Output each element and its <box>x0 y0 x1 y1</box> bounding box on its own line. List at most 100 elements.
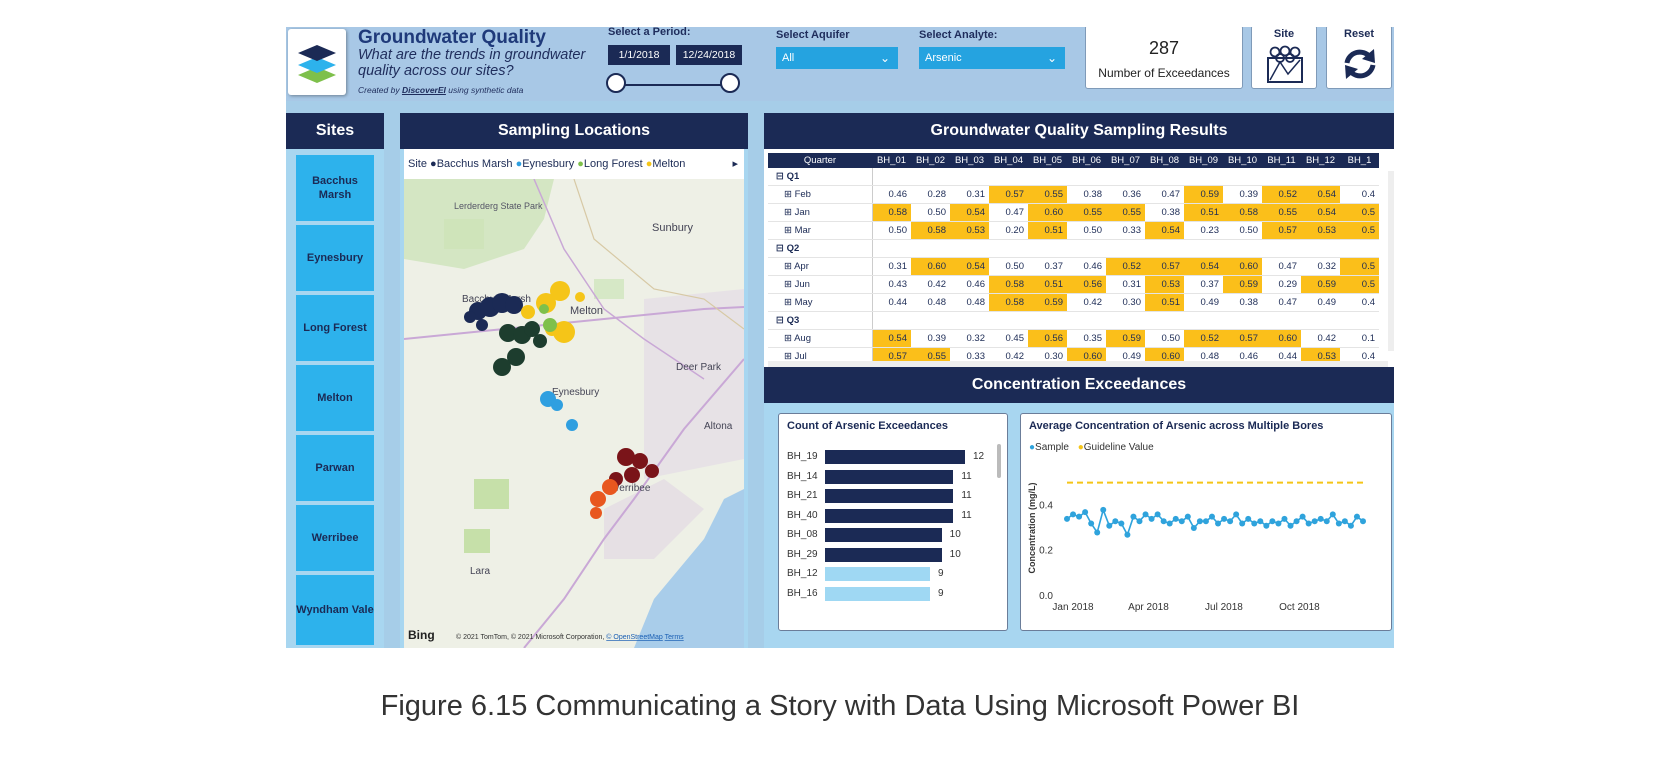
site-button-melton[interactable]: Melton <box>296 365 374 431</box>
line-chart-plot[interactable]: Concentration (mg/L) 0.0 0.2 0.4 Jan 2018 Apr… <box>1021 454 1389 628</box>
month-row[interactable]: ⊞ Mar 0.50 0.58 0.53 0.20 0.51 0.50 0.33 0.54 0.2… <box>768 221 1379 240</box>
period-start-input[interactable]: 1/1/2018 <box>608 45 670 65</box>
row-label[interactable]: ⊞ May <box>768 293 873 312</box>
period-slider-start-handle[interactable] <box>606 73 626 93</box>
terms-link[interactable]: Terms <box>665 634 685 641</box>
bar[interactable] <box>825 489 954 503</box>
site-button-werribee[interactable]: Werribee <box>296 505 374 571</box>
openstreetmap-link[interactable]: © OpenStreetMap <box>606 633 663 641</box>
row-label[interactable]: ⊟ Q3 <box>768 311 873 330</box>
column-header[interactable]: BH_07 <box>1106 153 1145 168</box>
value-cell: 0.4 <box>1340 347 1379 361</box>
bar[interactable] <box>825 567 930 581</box>
column-header[interactable]: BH_10 <box>1223 153 1262 168</box>
bar[interactable] <box>825 547 942 562</box>
reset-button[interactable]: Reset <box>1326 27 1392 89</box>
site-map-icon <box>1267 45 1303 83</box>
value-cell <box>1340 311 1379 330</box>
legend-bacchus-marsh: Bacchus Marsh <box>436 158 513 170</box>
column-header[interactable]: BH_09 <box>1184 153 1223 168</box>
value-cell: 0.35 <box>1067 329 1106 348</box>
bar-chart-scrollbar[interactable] <box>997 444 1001 478</box>
credit-prefix: Created by <box>358 85 402 95</box>
bar-value-label: 12 <box>973 451 985 462</box>
month-row[interactable]: ⊞ Feb 0.46 0.28 0.31 0.57 0.55 0.38 0.36 0.47 0.5… <box>768 185 1379 204</box>
site-button-eynesbury[interactable]: Eynesbury <box>296 225 374 291</box>
sample-point <box>1064 515 1070 522</box>
row-label[interactable]: ⊞ Jun <box>768 275 873 294</box>
month-row[interactable]: ⊞ Jul 0.57 0.55 0.33 0.42 0.30 0.60 0.49 0.60 0.4… <box>768 347 1379 361</box>
table-corner-header[interactable]: Quarter <box>768 153 872 168</box>
column-header[interactable]: BH_12 <box>1301 153 1340 168</box>
period-slider-end-handle[interactable] <box>720 73 740 93</box>
row-label[interactable]: ⊞ Aug <box>768 329 873 348</box>
bar[interactable] <box>825 450 965 464</box>
quarter-group-row[interactable]: ⊟ Q2 <box>768 239 1379 258</box>
bar[interactable] <box>825 508 954 523</box>
table-vertical-scrollbar[interactable] <box>1388 171 1394 351</box>
value-cell: 0.54 <box>1184 257 1223 276</box>
period-end-input[interactable]: 12/24/2018 <box>676 45 742 65</box>
site-button-wyndham-vale[interactable]: Wyndham Vale <box>296 575 374 645</box>
value-cell: 0.46 <box>1223 347 1262 361</box>
quarter-group-row[interactable]: ⊟ Q3 <box>768 311 1379 330</box>
value-cell: 0.20 <box>989 221 1028 240</box>
value-cell <box>1028 168 1067 186</box>
bar-category-label: BH_29 <box>787 548 818 560</box>
site-button[interactable]: Site <box>1251 27 1317 89</box>
layers-logo-icon <box>288 29 346 95</box>
month-row[interactable]: ⊞ Jan 0.58 0.50 0.54 0.47 0.60 0.55 0.55 0.38 0.5… <box>768 203 1379 222</box>
column-header[interactable]: BH_11 <box>1262 153 1301 168</box>
month-row[interactable]: ⊞ May 0.44 0.48 0.48 0.58 0.59 0.42 0.30 0.51 0.4… <box>768 293 1379 312</box>
column-header[interactable]: BH_1 <box>1340 153 1379 168</box>
bar-category-label: BH_14 <box>787 470 818 482</box>
row-label[interactable]: ⊞ Jan <box>768 203 873 222</box>
bar[interactable] <box>825 469 954 484</box>
column-header[interactable]: BH_03 <box>950 153 989 168</box>
quarter-group-row[interactable]: ⊟ Q1 <box>768 168 1379 186</box>
map-markers[interactable] <box>464 281 659 519</box>
row-label[interactable]: ⊟ Q2 <box>768 239 873 258</box>
row-label[interactable]: ⊞ Apr <box>768 257 873 276</box>
table-horizontal-scrollbar[interactable] <box>768 361 1388 367</box>
month-row[interactable]: ⊞ Aug 0.54 0.39 0.32 0.45 0.56 0.35 0.59 0.50 0.5… <box>768 329 1379 348</box>
credit-brand-link[interactable]: DiscoverEI <box>401 85 446 95</box>
column-header[interactable]: BH_06 <box>1067 153 1106 168</box>
sample-point <box>1257 518 1264 525</box>
results-table-panel: Quarter BH_01 BH_02 BH_03 BH_04 BH_05 BH_06 BH_… <box>764 149 1394 369</box>
column-header[interactable]: BH_02 <box>911 153 950 168</box>
column-header[interactable]: BH_05 <box>1028 153 1067 168</box>
value-cell: 0.60 <box>1145 347 1184 361</box>
results-table-viewport[interactable]: Quarter BH_01 BH_02 BH_03 BH_04 BH_05 BH_06 BH_… <box>768 153 1392 361</box>
column-header[interactable]: BH_04 <box>989 153 1028 168</box>
legend-next-arrow-icon[interactable]: ▸ <box>732 158 738 170</box>
bar-value-label: 10 <box>949 529 961 540</box>
row-label[interactable]: ⊟ Q1 <box>768 168 873 186</box>
period-slider-track[interactable] <box>608 84 724 86</box>
map-panel: Site ●Bacchus Marsh ●Eynesbury ●Long For… <box>400 149 748 648</box>
chevron-down-icon: ⌄ <box>1046 51 1057 65</box>
site-button-parwan[interactable]: Parwan <box>296 435 374 501</box>
value-cell: 0.55 <box>1262 203 1301 222</box>
bar[interactable] <box>825 586 930 601</box>
sampling-map[interactable]: Lerderderg State Park Sunbury Melton Dee… <box>404 179 744 648</box>
row-label[interactable]: ⊞ Feb <box>768 185 873 204</box>
row-label[interactable]: ⊞ Mar <box>768 221 873 240</box>
value-cell <box>1262 168 1301 186</box>
value-cell <box>911 311 950 330</box>
exceedances-panel-title: Concentration Exceedances <box>764 367 1394 403</box>
column-header[interactable]: BH_01 <box>872 153 911 168</box>
month-row[interactable]: ⊞ Apr 0.31 0.60 0.54 0.50 0.37 0.46 0.52 0.57 0.5… <box>768 257 1379 276</box>
bar[interactable] <box>825 528 942 542</box>
column-header[interactable]: BH_08 <box>1145 153 1184 168</box>
aquifer-dropdown[interactable]: All ⌄ <box>776 47 898 69</box>
month-row[interactable]: ⊞ Jun 0.43 0.42 0.46 0.58 0.51 0.56 0.31 0.53 0.3… <box>768 275 1379 294</box>
site-button-long-forest[interactable]: Long Forest <box>296 295 374 361</box>
site-button-label: Site <box>1273 28 1295 40</box>
exceedances-card: 287 Number of Exceedances <box>1085 27 1243 89</box>
row-label[interactable]: ⊞ Jul <box>768 347 873 361</box>
analyte-dropdown[interactable]: Arsenic ⌄ <box>919 47 1065 69</box>
value-cell: 0.28 <box>911 185 950 204</box>
site-button-bacchus-marsh[interactable]: Bacchus Marsh <box>296 155 374 221</box>
value-cell: 0.59 <box>1106 329 1145 348</box>
